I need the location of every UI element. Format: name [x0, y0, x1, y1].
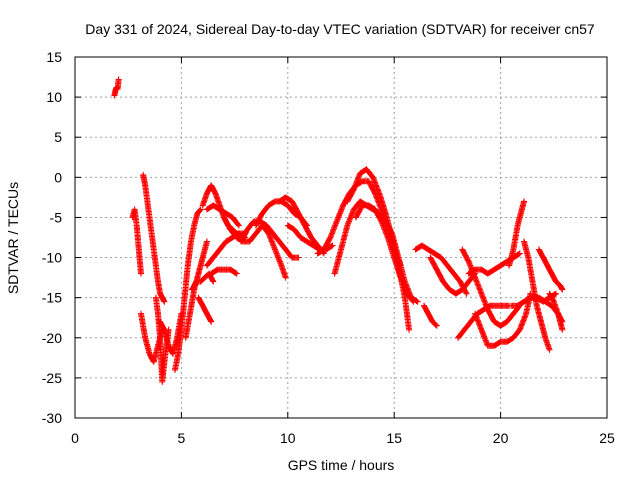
series-arc7 — [172, 206, 204, 373]
series-arc14 — [203, 202, 242, 229]
data-point-markers — [111, 76, 122, 99]
y-tick-label: -20 — [42, 330, 62, 346]
data-point-markers — [140, 171, 168, 305]
series-arc34 — [535, 246, 566, 293]
data-point-markers — [546, 290, 566, 333]
series-arc26 — [427, 254, 479, 297]
x-tick-label: 15 — [386, 430, 402, 446]
series-arc15 — [221, 214, 289, 281]
data-point-markers — [521, 238, 553, 353]
x-axis-label: GPS time / hours — [288, 457, 395, 473]
x-tick-label: 10 — [280, 430, 296, 446]
x-tick-label: 20 — [493, 430, 509, 446]
series-arc1 — [111, 76, 122, 99]
data-point-markers — [506, 198, 527, 269]
data-point-markers — [535, 246, 566, 293]
plot-frame — [74, 56, 608, 419]
series-arc9 — [195, 294, 215, 325]
series-arc2 — [129, 206, 144, 277]
data-point-markers — [172, 206, 204, 373]
y-tick-label: 10 — [46, 89, 62, 105]
data-point-markers — [152, 294, 172, 385]
data-point-markers — [203, 202, 242, 229]
x-tick-labels: 0 5 10 15 20 25 — [71, 430, 615, 446]
data-point-markers — [195, 294, 215, 325]
series-arc32 — [521, 238, 553, 353]
series-arc30 — [472, 290, 534, 349]
data-point-markers — [344, 166, 413, 333]
x-tick-label: 25 — [599, 430, 615, 446]
y-tick-label: -15 — [42, 290, 62, 306]
y-tick-label: -10 — [42, 250, 62, 266]
y-tick-label: -25 — [42, 370, 62, 386]
data-point-markers — [427, 254, 479, 297]
series-arc36 — [546, 290, 566, 333]
data-point-markers — [129, 206, 144, 277]
y-axis-label: SDTVAR / TECUs — [5, 182, 21, 294]
series-arc22 — [344, 166, 413, 333]
series-arc13 — [208, 266, 240, 277]
data-point-markers — [472, 290, 534, 349]
y-tick-label: 5 — [54, 129, 62, 145]
data-point-markers — [208, 266, 240, 277]
y-tick-label: 15 — [46, 49, 62, 65]
data-marks — [111, 76, 566, 385]
series-arc10 — [189, 270, 217, 293]
data-point-markers — [221, 214, 289, 281]
x-tick-label: 5 — [178, 430, 186, 446]
series-arc23 — [352, 202, 417, 305]
data-point-markers — [352, 202, 417, 305]
y-tick-label: -30 — [42, 410, 62, 426]
series-arc31 — [506, 198, 527, 269]
series-arc24 — [421, 302, 440, 329]
chart-title: Day 331 of 2024, Sidereal Day-to-day VTE… — [85, 21, 595, 37]
y-tick-labels: 15 10 5 0 -5 -10 -15 -20 -25 -30 — [42, 49, 62, 426]
x-tick-label: 0 — [71, 430, 79, 446]
data-point-markers — [421, 302, 440, 329]
y-tick-label: 0 — [54, 169, 62, 185]
series-arc3 — [140, 171, 168, 305]
data-point-markers — [189, 270, 217, 293]
y-tick-label: -5 — [50, 209, 63, 225]
series-arc5 — [152, 294, 172, 385]
